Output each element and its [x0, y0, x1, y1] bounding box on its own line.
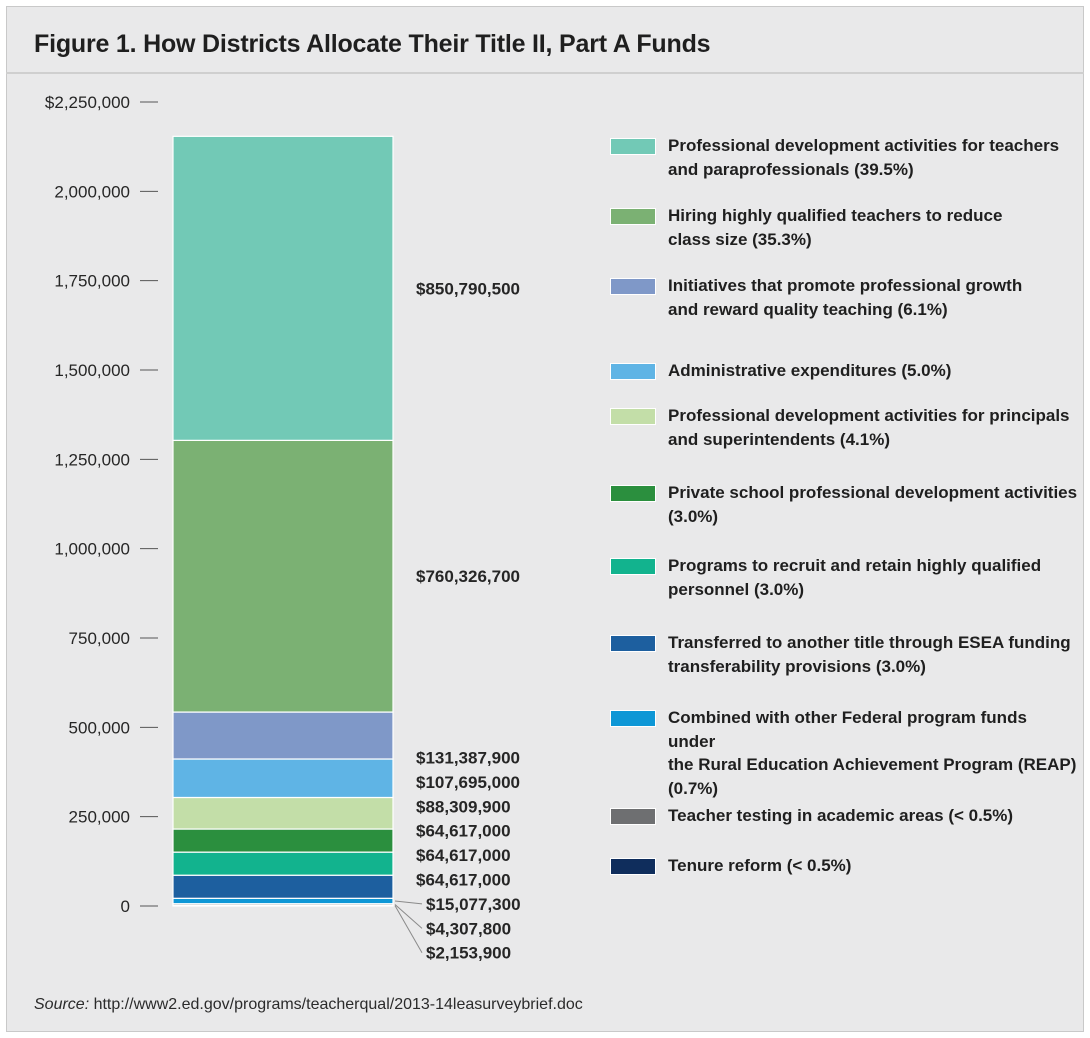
segment-value-label: $4,307,800	[426, 919, 511, 938]
legend-label: Transferred to another title through ESE…	[668, 633, 1071, 676]
legend-swatch	[610, 485, 656, 502]
legend-label: Tenure reform (< 0.5%)	[668, 856, 852, 875]
leader-line	[394, 904, 423, 929]
y-tick-label: 1,750,000	[54, 272, 130, 291]
bar-segment	[172, 874, 394, 899]
y-tick-label: 1,000,000	[54, 540, 130, 559]
y-tick-label: 1,250,000	[54, 450, 130, 469]
y-tick-label: 750,000	[69, 629, 130, 648]
legend-label: Private school professional development …	[668, 483, 1078, 526]
y-tick-label: 0	[121, 897, 130, 916]
legend-label: Teacher testing in academic areas (< 0.5…	[668, 806, 1014, 825]
source-label: Source:	[34, 996, 90, 1013]
leader-line	[394, 900, 423, 905]
legend-swatch	[610, 808, 656, 825]
y-tick-label: 2,000,000	[54, 182, 130, 201]
segment-value-label: $64,617,000	[416, 822, 511, 841]
segment-value-label: $64,617,000	[416, 871, 511, 890]
legend-label: Hiring highly qualified teachers to redu…	[668, 206, 1003, 249]
chart-title: Figure 1. How Districts Allocate Their T…	[34, 30, 711, 58]
source-note: Source: http://www2.ed.gov/programs/teac…	[34, 996, 583, 1014]
legend-label: Initiatives that promote professional gr…	[668, 276, 1023, 319]
bar-segment	[172, 796, 394, 830]
legend-swatch	[610, 363, 656, 380]
leader-line	[394, 905, 423, 953]
segment-value-label: $760,326,700	[416, 567, 520, 586]
bar-segment	[172, 897, 394, 905]
legend-label: Professional development activities for …	[668, 406, 1070, 449]
bar-segment	[172, 851, 394, 876]
segment-value-label: $64,617,000	[416, 846, 511, 865]
source-url: http://www2.ed.gov/programs/teacherqual/…	[89, 996, 583, 1013]
legend-label: Programs to recruit and retain highly qu…	[668, 556, 1042, 599]
legend-swatch	[610, 138, 656, 155]
legend-swatch	[610, 278, 656, 295]
bar-segment	[172, 439, 394, 713]
segment-value-label: $88,309,900	[416, 797, 511, 816]
title-divider	[6, 72, 1084, 74]
y-tick-label: 250,000	[69, 808, 130, 827]
legend-swatch	[610, 558, 656, 575]
segment-value-label: $15,077,300	[426, 895, 521, 914]
y-tick-label: 500,000	[69, 718, 130, 737]
legend-label: Administrative expenditures (5.0%)	[668, 361, 952, 380]
legend-label: Professional development activities for …	[668, 136, 1060, 179]
legend-swatch	[610, 408, 656, 425]
legend-swatch	[610, 635, 656, 652]
segment-value-label: $131,387,900	[416, 749, 520, 768]
bar-segment	[172, 135, 394, 441]
y-tick-label: $2,250,000	[45, 93, 130, 112]
segment-value-label: $2,153,900	[426, 944, 511, 963]
legend-label: Combined with other Federal program fund…	[668, 708, 1077, 798]
legend-swatch	[610, 858, 656, 875]
bar-segment	[172, 828, 394, 853]
legend-swatch	[610, 208, 656, 225]
segment-value-label: $850,790,500	[416, 279, 520, 298]
bar-segment	[172, 711, 394, 760]
segment-value-label: $107,695,000	[416, 773, 520, 792]
y-tick-label: 1,500,000	[54, 361, 130, 380]
bar-segment	[172, 758, 394, 799]
legend-swatch	[610, 710, 656, 727]
